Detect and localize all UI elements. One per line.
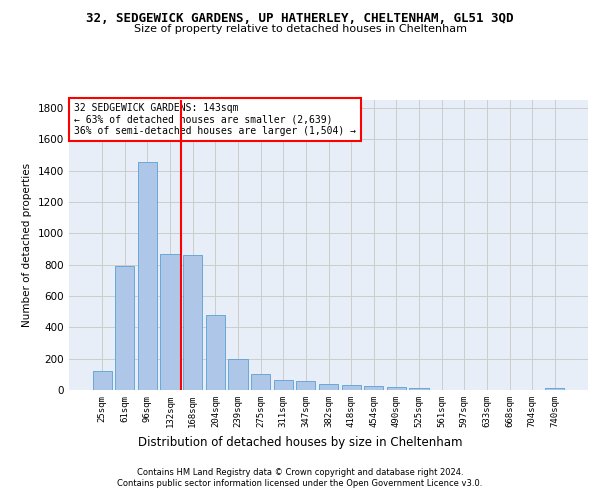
Text: 32 SEDGEWICK GARDENS: 143sqm
← 63% of detached houses are smaller (2,639)
36% of: 32 SEDGEWICK GARDENS: 143sqm ← 63% of de… [74, 103, 356, 136]
Bar [319, 384, 338, 390]
Y-axis label: Number of detached properties: Number of detached properties [22, 163, 32, 327]
Text: Size of property relative to detached houses in Cheltenham: Size of property relative to detached ho… [133, 24, 467, 34]
Text: 32, SEDGEWICK GARDENS, UP HATHERLEY, CHELTENHAM, GL51 3QD: 32, SEDGEWICK GARDENS, UP HATHERLEY, CHE… [86, 12, 514, 26]
Text: Contains HM Land Registry data © Crown copyright and database right 2024.: Contains HM Land Registry data © Crown c… [137, 468, 463, 477]
Bar [296, 380, 316, 390]
Bar [160, 254, 180, 390]
Bar [115, 266, 134, 390]
Bar [183, 255, 202, 390]
Bar [206, 315, 225, 390]
Bar [409, 388, 428, 390]
Bar [251, 374, 270, 390]
Bar [229, 358, 248, 390]
Bar [364, 386, 383, 390]
Bar [387, 387, 406, 390]
Bar [274, 380, 293, 390]
Bar [341, 384, 361, 390]
Bar [545, 388, 565, 390]
Text: Distribution of detached houses by size in Cheltenham: Distribution of detached houses by size … [138, 436, 462, 449]
Bar [92, 371, 112, 390]
Bar [138, 162, 157, 390]
Text: Contains public sector information licensed under the Open Government Licence v3: Contains public sector information licen… [118, 480, 482, 488]
